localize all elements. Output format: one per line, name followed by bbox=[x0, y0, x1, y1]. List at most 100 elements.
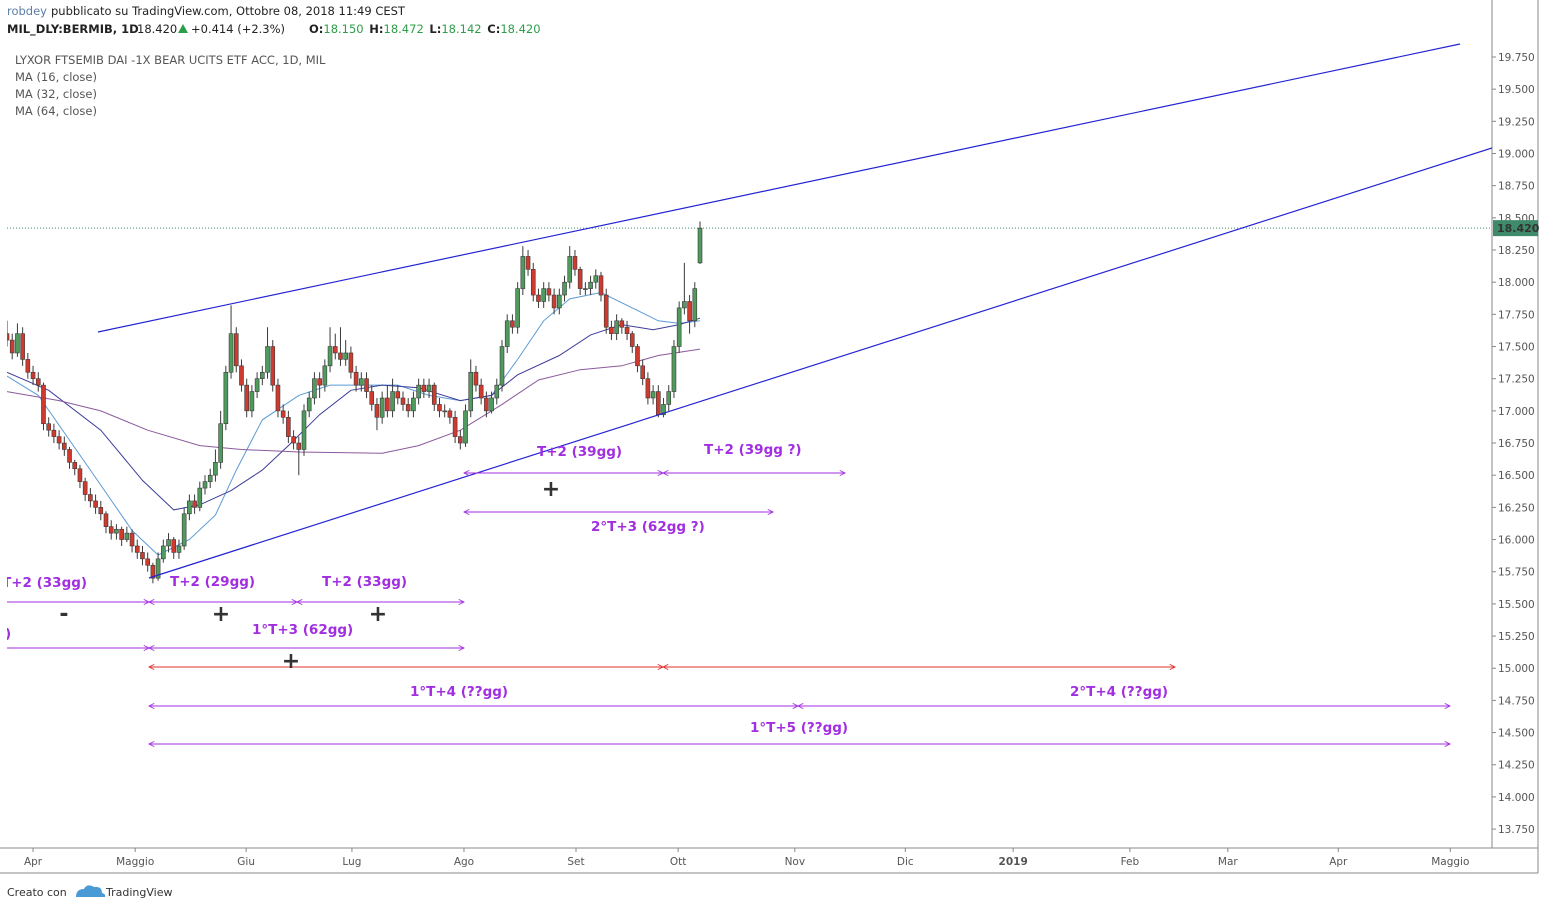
moving-average-line bbox=[7, 291, 701, 556]
candle-body bbox=[468, 371, 474, 412]
candle-body bbox=[416, 384, 421, 399]
candle-body bbox=[265, 346, 270, 373]
x-tick-label: Ott bbox=[670, 856, 687, 868]
change: +0.414 (+2.3%) bbox=[191, 22, 285, 36]
candle-body bbox=[515, 288, 520, 328]
x-tick-label: Feb bbox=[1121, 856, 1140, 868]
x-tick-label: Mar bbox=[1218, 856, 1238, 868]
candle-body bbox=[343, 352, 348, 360]
candle-body bbox=[567, 256, 573, 283]
candle-body bbox=[645, 378, 651, 399]
candle-body bbox=[98, 507, 104, 515]
candle-body bbox=[442, 410, 447, 413]
candle-body bbox=[218, 423, 223, 463]
annotation: T+2 (39gg) bbox=[537, 444, 622, 460]
candle-body bbox=[20, 333, 25, 360]
candle-body bbox=[629, 333, 635, 347]
x-tick-label: Maggio bbox=[116, 856, 154, 868]
candle-body bbox=[562, 281, 567, 296]
candle-body bbox=[93, 500, 98, 508]
x-tick-label: Dic bbox=[897, 856, 914, 868]
candle-body bbox=[650, 391, 656, 399]
footer-brand[interactable]: TradingView bbox=[105, 886, 172, 899]
candle-body bbox=[682, 301, 687, 309]
y-tick-label: 18.750 bbox=[1498, 181, 1535, 193]
y-tick-label: 13.750 bbox=[1498, 824, 1535, 836]
y-tick-label: 15.250 bbox=[1498, 631, 1535, 643]
candle-body bbox=[484, 397, 489, 412]
y-tick-label: 18.250 bbox=[1498, 245, 1535, 257]
candle-body bbox=[478, 384, 484, 399]
candle-body bbox=[353, 371, 359, 386]
candle-body bbox=[588, 281, 593, 289]
annotation: 2°T+4 (??gg) bbox=[1070, 684, 1168, 700]
x-tick-label: Maggio bbox=[1431, 856, 1469, 868]
symbol: MIL_DLY:BERMIB, 1D bbox=[7, 22, 139, 37]
candle-body bbox=[239, 365, 244, 386]
author[interactable]: robdey bbox=[7, 4, 47, 18]
candle-body bbox=[275, 384, 281, 412]
candle-body bbox=[88, 494, 93, 502]
y-tick-label: 19.750 bbox=[1498, 52, 1535, 64]
candle-body bbox=[249, 391, 255, 412]
tradingview-logo[interactable] bbox=[76, 885, 106, 897]
candle-body bbox=[426, 384, 432, 392]
candle-body bbox=[213, 462, 218, 476]
candle-body bbox=[489, 397, 494, 412]
candle-body bbox=[134, 545, 140, 553]
candle-body bbox=[187, 500, 192, 515]
y-tick-label: 14.500 bbox=[1498, 728, 1535, 740]
ohlc-value: 18.142 bbox=[441, 22, 481, 36]
plus-sign: + bbox=[282, 649, 300, 674]
legend-title: LYXOR FTSEMIB DAI -1X BEAR UCITS ETF ACC… bbox=[15, 53, 326, 67]
candle-body bbox=[155, 558, 161, 579]
candle-body bbox=[458, 436, 463, 444]
moving-average-line bbox=[7, 317, 701, 511]
candle-body bbox=[499, 346, 505, 386]
y-tick-label: 19.250 bbox=[1498, 116, 1535, 128]
candle-body bbox=[327, 346, 333, 367]
annotation: 1°T+3 (62gg) bbox=[252, 622, 353, 638]
candle-body bbox=[520, 256, 526, 289]
candle-body bbox=[181, 513, 187, 547]
candle-body bbox=[56, 436, 62, 444]
candle-body bbox=[233, 333, 239, 367]
trend-line bbox=[148, 147, 1492, 579]
legend-entry: MA (64, close) bbox=[15, 104, 97, 118]
ohlc-value: 18.472 bbox=[384, 22, 424, 36]
candle-body bbox=[280, 410, 286, 418]
candle-body bbox=[452, 416, 458, 437]
candle-body bbox=[656, 391, 661, 416]
candle-body bbox=[338, 352, 343, 360]
candle-body bbox=[332, 346, 338, 354]
ohlc-value: 18.420 bbox=[500, 22, 540, 36]
y-tick-label: 17.250 bbox=[1498, 374, 1535, 386]
candle-body bbox=[598, 275, 604, 296]
y-tick-label: 19.000 bbox=[1498, 148, 1535, 160]
ohlc-label: O: bbox=[309, 22, 323, 36]
candle-body bbox=[379, 397, 385, 418]
candle-body bbox=[400, 397, 406, 405]
annotation: 1°T+5 (??gg) bbox=[750, 720, 848, 736]
candle-body bbox=[603, 294, 609, 328]
candle-body bbox=[244, 384, 249, 412]
plus-sign: + bbox=[542, 477, 560, 502]
plus-sign: + bbox=[212, 602, 230, 627]
candle-body bbox=[609, 326, 614, 334]
candle-body bbox=[207, 474, 213, 482]
candle-body bbox=[635, 346, 640, 367]
plus-sign: + bbox=[369, 602, 387, 627]
candle-body bbox=[67, 449, 72, 463]
candle-body bbox=[447, 410, 453, 418]
candle-body bbox=[317, 378, 322, 386]
x-tick-label: Lug bbox=[342, 856, 361, 868]
candle-body bbox=[129, 532, 135, 547]
candle-body bbox=[46, 423, 51, 431]
candle-body bbox=[697, 227, 703, 264]
candle-body bbox=[306, 397, 312, 412]
candle-body bbox=[431, 384, 437, 405]
x-tick-label: Apr bbox=[24, 856, 43, 868]
candle-body bbox=[572, 256, 578, 270]
annotation: ) bbox=[5, 626, 11, 642]
